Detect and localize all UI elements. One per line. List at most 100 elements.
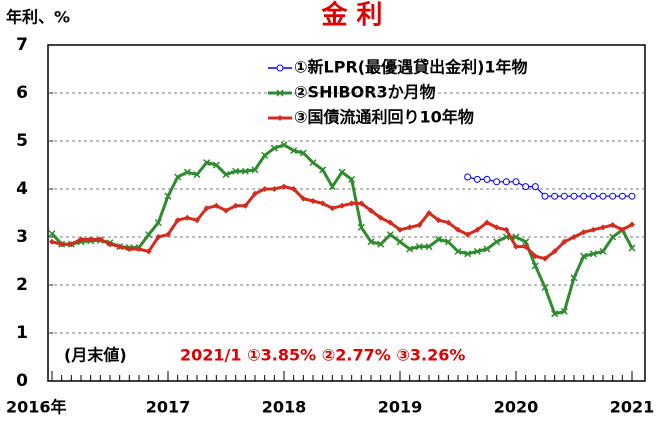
plot-frame: [47, 44, 646, 382]
point: [339, 202, 345, 209]
legend-label: ③国債流通利回り10年物: [294, 108, 474, 127]
point: [58, 241, 65, 248]
point: [551, 310, 559, 318]
annotation: (月末値): [64, 346, 127, 365]
point: [165, 231, 171, 238]
point: [609, 192, 617, 200]
point: [338, 168, 346, 176]
y-tick-label: 4: [16, 179, 28, 199]
point: [145, 231, 153, 239]
point: [213, 202, 220, 209]
point: [377, 214, 384, 221]
point: [493, 178, 501, 186]
point: [358, 200, 365, 207]
point: [512, 178, 520, 186]
point: [599, 192, 607, 200]
point: [425, 243, 433, 251]
point: [493, 224, 500, 231]
point: [628, 192, 636, 200]
point: [281, 183, 287, 190]
point: [483, 245, 491, 253]
point: [618, 192, 626, 200]
point: [590, 226, 597, 233]
point: [232, 202, 239, 209]
annotation: 2021/1 ①3.85% ②2.77% ③3.26%: [180, 346, 465, 365]
legend-marker: [276, 64, 284, 72]
point: [473, 247, 481, 255]
point: [541, 192, 549, 200]
point: [87, 236, 94, 243]
point: [560, 192, 568, 200]
point: [629, 221, 635, 228]
y-axis-label: 年利、%: [6, 8, 70, 27]
point: [513, 243, 519, 250]
point: [242, 202, 249, 209]
point: [512, 233, 520, 241]
point: [522, 238, 530, 246]
point: [589, 250, 597, 258]
point: [367, 238, 375, 246]
point: [406, 224, 413, 231]
y-tick-label: 7: [16, 35, 28, 55]
point: [300, 195, 307, 202]
point: [628, 244, 636, 252]
point: [580, 192, 588, 200]
point: [261, 151, 269, 159]
point: [203, 205, 210, 212]
point: [493, 238, 501, 246]
legend-marker: [277, 115, 283, 121]
y-tick-label: 6: [16, 83, 28, 103]
point: [541, 283, 549, 291]
legend-label: ①新LPR(最優遇貸出金利)1年物: [294, 58, 528, 77]
point: [426, 210, 432, 216]
point: [531, 183, 539, 191]
point: [270, 144, 278, 152]
point: [241, 167, 249, 175]
point: [290, 147, 298, 155]
point: [406, 245, 414, 253]
point: [348, 175, 356, 183]
point: [368, 207, 374, 214]
point: [551, 192, 559, 200]
point: [261, 186, 268, 192]
point: [136, 246, 142, 252]
point: [154, 219, 162, 227]
point: [503, 226, 510, 233]
legend-label: ②SHIBOR3か月物: [294, 83, 436, 102]
point: [580, 252, 588, 260]
point: [464, 231, 471, 238]
point: [571, 234, 577, 240]
point: [174, 173, 182, 181]
point: [49, 238, 55, 245]
point: [348, 200, 355, 207]
point: [454, 247, 462, 255]
point: [309, 159, 317, 167]
point: [561, 238, 568, 245]
point: [560, 307, 568, 315]
legend-marker: [276, 89, 284, 97]
point: [78, 236, 84, 243]
point: [580, 229, 587, 236]
point: [531, 262, 539, 270]
point: [174, 217, 181, 224]
point: [483, 175, 491, 183]
x-tick-label: 2021: [610, 398, 655, 417]
point: [474, 226, 481, 233]
x-tick-label: 2019: [378, 398, 423, 417]
y-tick-label: 0: [16, 371, 28, 391]
point: [435, 217, 442, 224]
point: [271, 186, 278, 192]
point: [387, 219, 394, 226]
point: [223, 207, 229, 214]
point: [184, 214, 191, 221]
point: [609, 222, 616, 228]
point: [329, 205, 336, 212]
y-tick-label: 2: [16, 275, 28, 295]
point: [473, 175, 481, 183]
point: [502, 178, 510, 186]
chart-title: 金 利: [320, 0, 382, 31]
point: [484, 219, 490, 226]
x-tick-label: 2017: [146, 398, 191, 417]
legend: ①新LPR(最優遇貸出金利)1年物 ②SHIBOR3か月物 ③国債流通利回り10年物: [268, 58, 528, 127]
point: [570, 274, 578, 282]
